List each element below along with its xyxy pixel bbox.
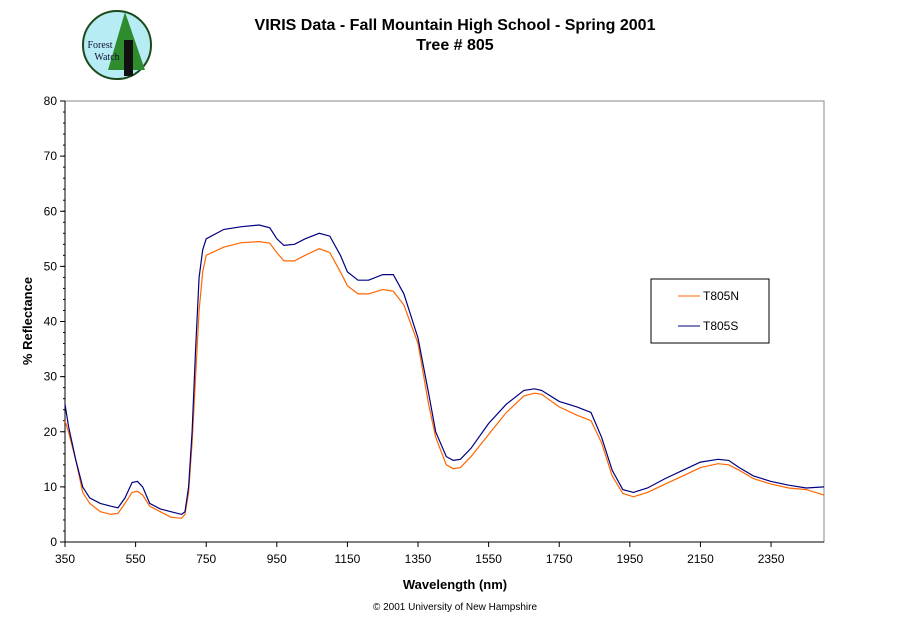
y-tick-label: 10: [44, 480, 58, 494]
legend-label-t805n: T805N: [703, 289, 739, 303]
y-tick-label: 0: [50, 535, 57, 549]
y-tick-label: 20: [44, 425, 58, 439]
x-tick-label: 1750: [546, 552, 573, 566]
x-tick-label: 1550: [475, 552, 502, 566]
x-tick-label: 550: [126, 552, 146, 566]
y-tick-label: 50: [44, 259, 58, 273]
svg-text:Watch: Watch: [94, 52, 119, 63]
legend-label-t805s: T805S: [703, 319, 738, 333]
x-tick-label: 1150: [335, 552, 361, 566]
x-tick-label: 750: [196, 552, 216, 566]
chart-title: VIRIS Data - Fall Mountain High School -…: [255, 17, 656, 34]
y-tick-label: 40: [44, 315, 58, 329]
footer: © 2001 University of New Hampshire: [373, 602, 538, 613]
x-tick-label: 2350: [758, 552, 785, 566]
x-axis-label: Wavelength (nm): [403, 577, 507, 592]
series-line-t805n: [64, 240, 825, 519]
x-tick-label: 1350: [405, 552, 432, 566]
y-tick-label: 70: [44, 149, 58, 163]
x-tick-label: 950: [267, 552, 287, 566]
legend: T805N T805S: [650, 278, 770, 344]
y-tick-label: 30: [44, 370, 58, 384]
svg-text:Forest: Forest: [88, 40, 113, 51]
logo: Forest Watch: [82, 10, 152, 80]
chart-subtitle: Tree # 805: [416, 37, 494, 54]
x-tick-label: 350: [55, 552, 75, 566]
x-tick-label: 2150: [687, 552, 714, 566]
series-line-t805s: [64, 224, 825, 516]
y-axis-label: % Reflectance: [20, 277, 35, 365]
y-tick-label: 80: [44, 94, 58, 108]
x-tick-label: 1950: [616, 552, 643, 566]
y-tick-label: 60: [44, 204, 58, 218]
